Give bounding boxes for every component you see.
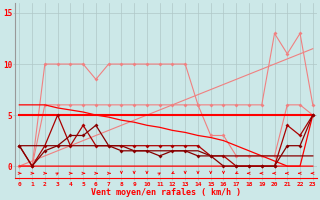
X-axis label: Vent moyen/en rafales ( km/h ): Vent moyen/en rafales ( km/h ) — [91, 188, 241, 197]
